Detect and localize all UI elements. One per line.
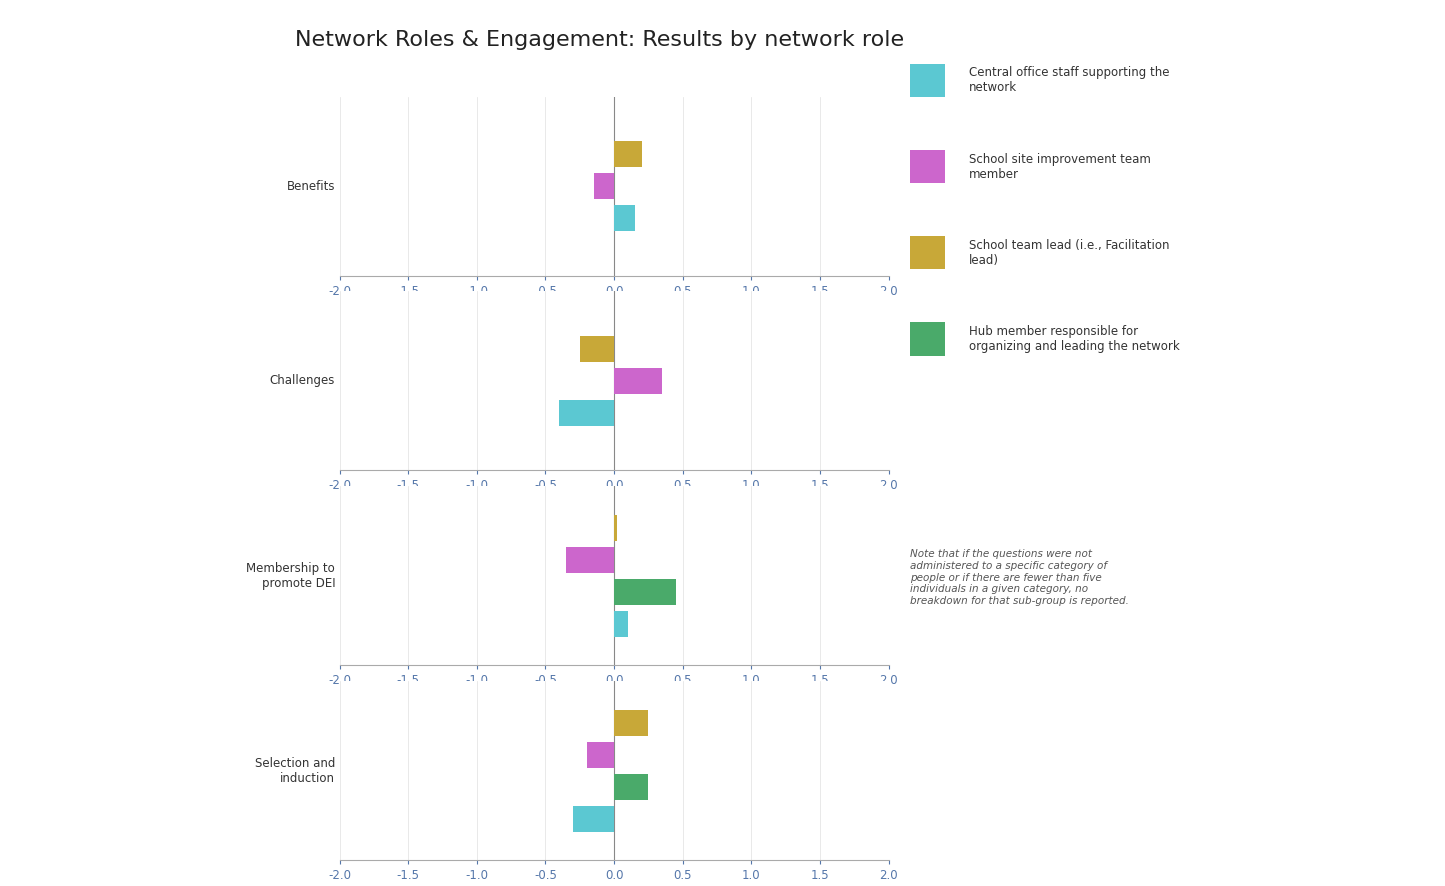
Bar: [614, 205, 634, 231]
Bar: [579, 336, 614, 362]
Bar: [614, 368, 662, 394]
Bar: [614, 610, 627, 637]
Bar: [614, 773, 649, 800]
Bar: [614, 515, 617, 541]
Bar: [594, 173, 614, 199]
Text: Network Roles & Engagement: Results by network role: Network Roles & Engagement: Results by n…: [295, 30, 905, 50]
Text: Benefits: Benefits: [286, 180, 335, 192]
Bar: [614, 141, 642, 167]
Bar: [572, 805, 614, 832]
Text: Selection and
induction: Selection and induction: [254, 757, 335, 785]
Text: School site improvement team
member: School site improvement team member: [970, 152, 1152, 181]
FancyBboxPatch shape: [910, 150, 945, 183]
FancyBboxPatch shape: [910, 236, 945, 269]
Bar: [559, 400, 614, 426]
Text: Challenges: Challenges: [270, 375, 335, 387]
Text: Note that if the questions were not
administered to a specific category of
peopl: Note that if the questions were not admi…: [910, 549, 1129, 606]
Bar: [566, 547, 614, 573]
Text: Central office staff supporting the
network: Central office staff supporting the netw…: [970, 66, 1170, 95]
Text: Hub member responsible for
organizing and leading the network: Hub member responsible for organizing an…: [970, 325, 1181, 353]
FancyBboxPatch shape: [910, 322, 945, 355]
Bar: [614, 579, 676, 605]
FancyBboxPatch shape: [910, 64, 945, 97]
Bar: [614, 710, 649, 736]
Text: Membership to
promote DEI: Membership to promote DEI: [247, 562, 335, 590]
Text: School team lead (i.e., Facilitation
lead): School team lead (i.e., Facilitation lea…: [970, 238, 1170, 267]
Bar: [587, 742, 614, 768]
